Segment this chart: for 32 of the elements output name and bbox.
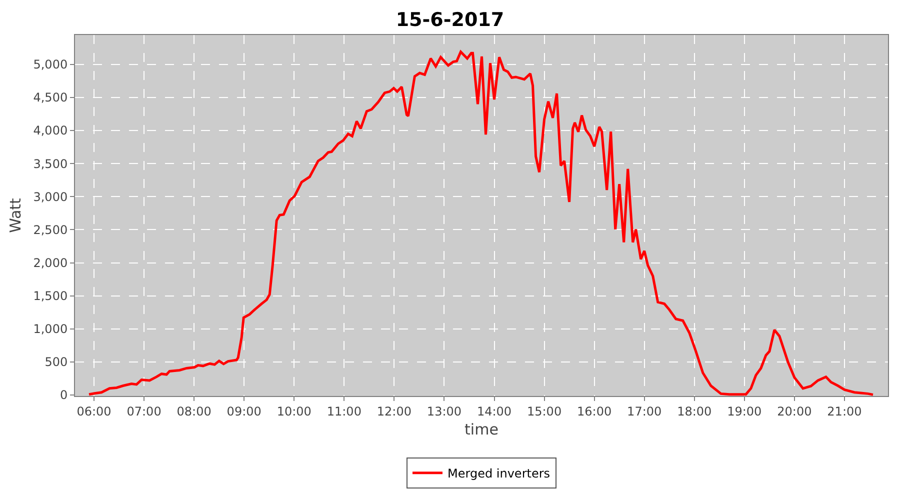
- y-tick-label: 0: [60, 388, 68, 402]
- x-axis-title: time: [464, 420, 498, 438]
- x-tick-label: 19:00: [727, 404, 762, 418]
- y-tick-label: 2,500: [33, 222, 68, 237]
- x-tick-label: 17:00: [627, 404, 662, 418]
- y-tick-label: 3,500: [33, 156, 68, 171]
- x-tick-label: 12:00: [376, 404, 412, 418]
- x-tick-label: 10:00: [276, 404, 312, 418]
- y-axis-title: Watt: [6, 198, 24, 233]
- x-tick-label: 14:00: [476, 404, 512, 418]
- y-tick-label: 5,000: [33, 58, 68, 72]
- x-tick-label: 06:00: [76, 404, 112, 418]
- x-tick-label: 15:00: [526, 404, 562, 418]
- y-tick-label: 4,000: [33, 124, 68, 138]
- y-tick-label: 1,500: [33, 289, 68, 304]
- x-tick-label: 20:00: [777, 404, 812, 418]
- y-tick-label: 1,000: [33, 322, 68, 336]
- y-tick-label: 4,500: [33, 90, 68, 105]
- x-tick-label: 21:00: [827, 404, 862, 418]
- y-tick-label: 500: [44, 355, 68, 370]
- x-tick-label: 08:00: [176, 404, 212, 418]
- y-tick-label: 3,000: [33, 190, 68, 204]
- x-tick-label: 13:00: [426, 404, 462, 418]
- x-tick-label: 11:00: [326, 404, 362, 418]
- line-series: [88, 50, 874, 396]
- x-tick-label: 07:00: [126, 404, 162, 418]
- legend-label: Merged inverters: [448, 466, 550, 481]
- x-tick-label: 09:00: [226, 404, 262, 418]
- chart-title: 15-6-2017: [396, 8, 504, 31]
- x-tick-label: 16:00: [577, 404, 612, 418]
- x-tick-label: 18:00: [677, 404, 712, 418]
- y-tick-label: 2,000: [33, 256, 68, 270]
